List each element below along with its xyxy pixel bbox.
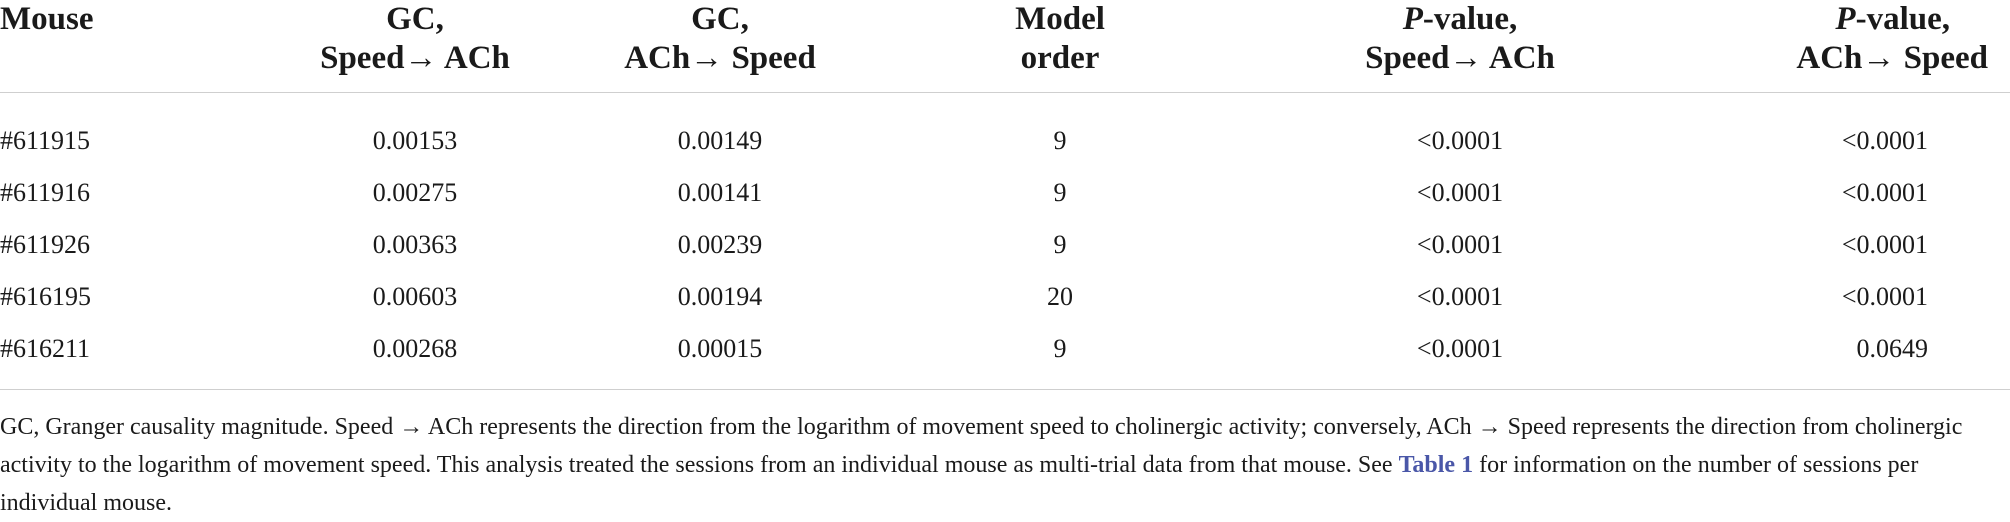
cell-gc-ach-speed: 0.00149 <box>677 126 763 155</box>
cell-gc-speed-ach: 0.00603 <box>372 282 458 311</box>
cell-pvalue-ach-speed: <0.0001 <box>1841 230 1928 259</box>
cell-gc-ach-speed: 0.00194 <box>677 282 763 311</box>
granger-causality-table: Mouse GC, Speed→ ACh GC, ACh→ Speed Mode… <box>0 0 2010 390</box>
table-header: Mouse GC, Speed→ ACh GC, ACh→ Speed Mode… <box>0 0 2010 93</box>
cell-pvalue-ach-speed: <0.0001 <box>1841 282 1928 311</box>
cell-pvalue-speed-ach: <0.0001 <box>1416 282 1504 311</box>
footnote-text-before: GC, Granger causality magnitude. Speed →… <box>0 414 1963 478</box>
table-row: #616195 0.00603 0.00194 20 <0.0001 <0.00… <box>0 271 2010 323</box>
table-footnote: GC, Granger causality magnitude. Speed →… <box>0 408 2008 522</box>
table-1-link[interactable]: Table 1 <box>1398 452 1474 478</box>
header-row: Mouse GC, Speed→ ACh GC, ACh→ Speed Mode… <box>0 0 2010 93</box>
cell-model-order: 9 <box>1053 126 1067 155</box>
header-pvalue-ach-speed: P-value, ACh→ Speed <box>1620 0 2010 93</box>
header-pvalue-speed-ach: P-value, Speed→ ACh <box>1220 0 1620 93</box>
cell-gc-ach-speed: 0.00141 <box>677 178 763 207</box>
table-row: #611915 0.00153 0.00149 9 <0.0001 <0.000… <box>0 93 2010 168</box>
header-gc-ach-speed: GC, ACh→ Speed <box>540 0 900 93</box>
table-row: #616211 0.00268 0.00015 9 <0.0001 0.0649 <box>0 323 2010 390</box>
cell-mouse: #611926 <box>0 230 91 259</box>
table-row: #611926 0.00363 0.00239 9 <0.0001 <0.000… <box>0 219 2010 271</box>
cell-pvalue-speed-ach: <0.0001 <box>1220 323 1620 390</box>
cell-pvalue-ach-speed: <0.0001 <box>1841 178 1928 207</box>
data-table-container: Mouse GC, Speed→ ACh GC, ACh→ Speed Mode… <box>0 0 2010 390</box>
cell-gc-speed-ach: 0.00363 <box>372 230 458 259</box>
cell-mouse: #616195 <box>0 282 91 311</box>
cell-gc-speed-ach: 0.00268 <box>250 323 540 390</box>
cell-model-order: 20 <box>1047 282 1073 311</box>
cell-pvalue-speed-ach: <0.0001 <box>1416 230 1504 259</box>
cell-model-order: 9 <box>1053 178 1067 207</box>
cell-pvalue-ach-speed: <0.0001 <box>1841 126 1928 155</box>
cell-gc-ach-speed: 0.00239 <box>677 230 763 259</box>
header-model-order: Model order <box>900 0 1220 93</box>
cell-mouse: #616211 <box>0 323 250 390</box>
cell-gc-speed-ach: 0.00153 <box>372 126 458 155</box>
cell-model-order: 9 <box>1053 230 1067 259</box>
header-gc-speed-ach: GC, Speed→ ACh <box>250 0 540 93</box>
table-body: #611915 0.00153 0.00149 9 <0.0001 <0.000… <box>0 93 2010 390</box>
cell-mouse: #611915 <box>0 126 91 155</box>
cell-pvalue-speed-ach: <0.0001 <box>1416 126 1504 155</box>
cell-mouse: #611916 <box>0 178 91 207</box>
cell-pvalue-ach-speed: 0.0649 <box>1620 323 2010 390</box>
footnote-text-after: for information on the number of session… <box>0 452 1919 516</box>
cell-model-order: 9 <box>900 323 1220 390</box>
cell-gc-speed-ach: 0.00275 <box>372 178 458 207</box>
cell-pvalue-speed-ach: <0.0001 <box>1416 178 1504 207</box>
cell-gc-ach-speed: 0.00015 <box>540 323 900 390</box>
table-row: #611916 0.00275 0.00141 9 <0.0001 <0.000… <box>0 167 2010 219</box>
header-mouse: Mouse <box>0 0 250 93</box>
